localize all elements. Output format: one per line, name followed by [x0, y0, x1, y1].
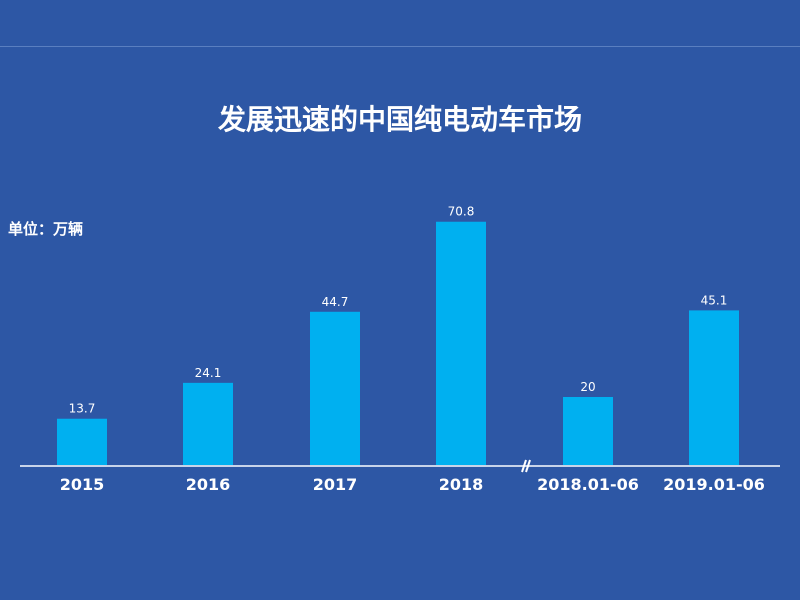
x-tick-label-2018: 2018 — [439, 475, 484, 494]
x-tick-label-2018.01-06: 2018.01-06 — [537, 475, 639, 494]
x-tick-label-2017: 2017 — [313, 475, 358, 494]
header-divider — [0, 46, 800, 47]
data-label-2019.01-06: 45.1 — [701, 293, 728, 307]
x-tick-label-2015: 2015 — [60, 475, 105, 494]
axis-break-mark-right — [525, 459, 531, 473]
unit-label: 单位：万辆 — [8, 220, 84, 238]
bar-2018 — [436, 221, 486, 466]
bar-2018.01-06 — [563, 397, 613, 466]
x-tick-label-2019.01-06: 2019.01-06 — [663, 475, 765, 494]
data-label-2015: 13.7 — [69, 402, 96, 416]
data-label-2016: 24.1 — [195, 366, 222, 380]
bar-2017 — [310, 311, 360, 466]
x-tick-label-2016: 2016 — [186, 475, 231, 494]
data-label-2017: 44.7 — [322, 295, 349, 309]
bar-2019.01-06 — [689, 310, 739, 466]
axis-break-mark-left — [521, 459, 527, 473]
bar-2015 — [57, 418, 107, 466]
bar-2016 — [183, 382, 233, 466]
chart-title: 发展迅速的中国纯电动车市场 — [217, 103, 582, 136]
data-label-2018.01-06: 20 — [580, 380, 595, 394]
data-label-2018: 70.8 — [448, 205, 475, 219]
